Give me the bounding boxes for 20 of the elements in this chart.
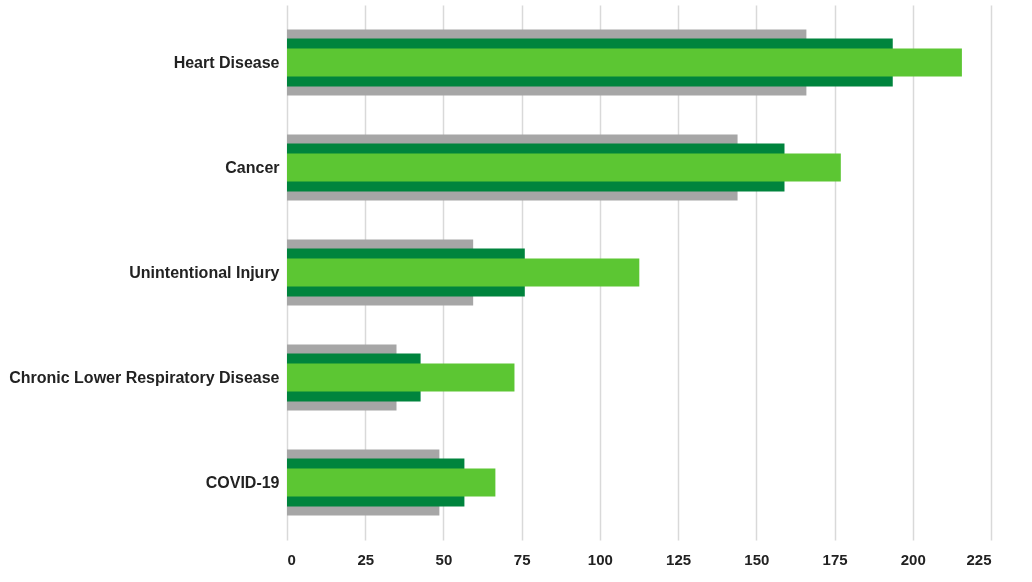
bar (287, 258, 640, 287)
bar (287, 468, 496, 497)
y-tick-label: Cancer (225, 159, 280, 176)
x-tick-label: 225 (966, 550, 992, 568)
x-tick-label: 0 (287, 550, 296, 568)
x-tick-label: 50 (435, 550, 453, 568)
x-tick-label: 175 (822, 550, 848, 568)
x-tick-label: 25 (357, 550, 375, 568)
x-tick-label: 200 (900, 550, 926, 568)
y-tick-label: Heart Disease (173, 54, 280, 71)
bar (287, 363, 515, 392)
bar (287, 153, 841, 182)
y-tick-label: Unintentional Injury (129, 264, 280, 281)
y-tick-label: COVID-19 (205, 474, 280, 491)
x-tick-label: 100 (587, 550, 613, 568)
bar (287, 48, 962, 77)
x-tick-label: 75 (513, 550, 531, 568)
x-tick-label: 125 (666, 550, 692, 568)
y-tick-label: Chronic Lower Respiratory Disease (9, 369, 280, 386)
x-tick-label: 150 (744, 550, 770, 568)
